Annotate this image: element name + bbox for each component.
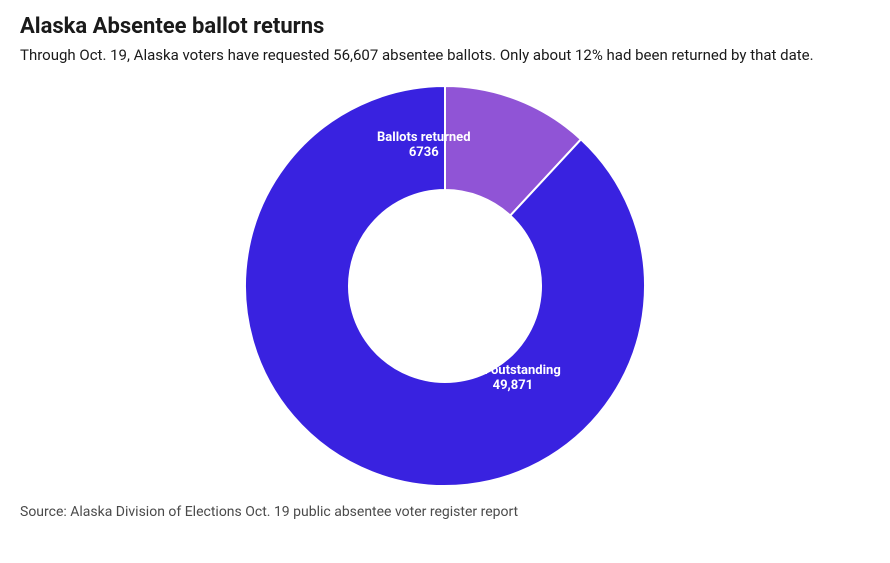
- chart-subtitle: Through Oct. 19, Alaska voters have requ…: [20, 45, 870, 66]
- slice-label-value: 49,871: [465, 379, 561, 394]
- chart-title: Alaska Absentee ballot returns: [20, 14, 870, 39]
- donut-chart: Ballots returned6736 Still outstanding49,…: [235, 76, 655, 496]
- slice-label-outstanding: Still outstanding49,871: [465, 364, 561, 394]
- slice-label-value: 6736: [377, 146, 471, 161]
- slice-label-returned: Ballots returned6736: [377, 131, 471, 161]
- chart-source: Source: Alaska Division of Elections Oct…: [20, 504, 870, 520]
- chart-container: Ballots returned6736 Still outstanding49,…: [20, 76, 870, 496]
- slice-label-name: Ballots returned: [377, 131, 471, 146]
- slice-label-name: Still outstanding: [465, 364, 561, 379]
